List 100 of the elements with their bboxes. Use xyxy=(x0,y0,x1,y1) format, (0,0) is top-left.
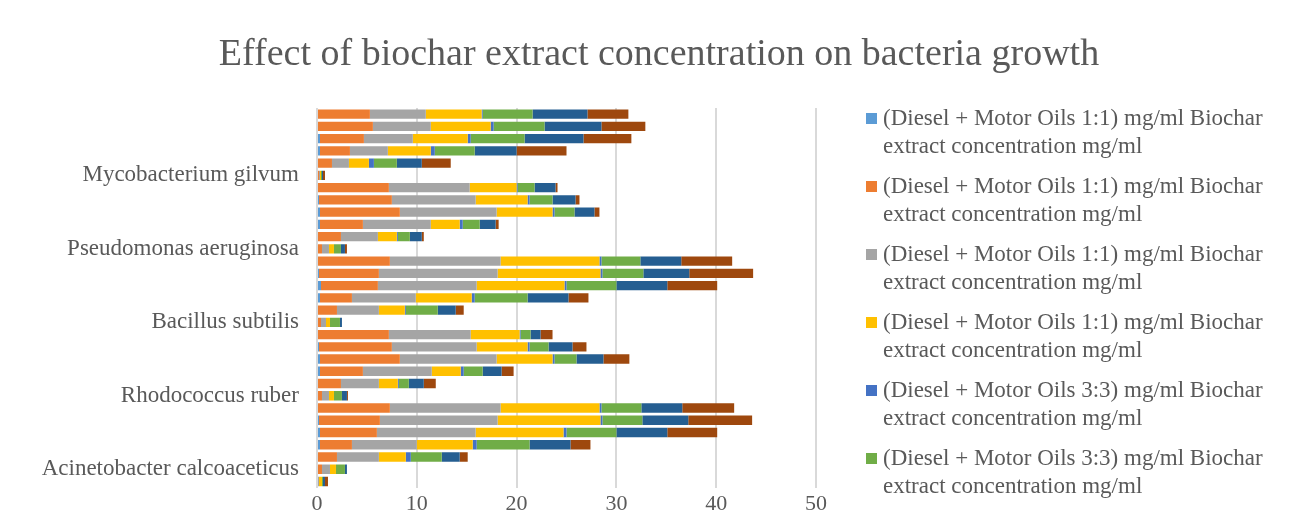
bar xyxy=(437,305,456,315)
bar xyxy=(387,146,431,156)
bar xyxy=(601,121,646,132)
bar xyxy=(497,415,601,425)
bar xyxy=(389,256,501,266)
bar xyxy=(434,146,475,156)
bar xyxy=(320,317,326,327)
bar xyxy=(349,146,388,156)
bar xyxy=(602,415,643,425)
bar xyxy=(689,268,754,278)
bar xyxy=(340,378,379,389)
y-tick-label: Bacillus subtilis xyxy=(151,308,300,334)
bar xyxy=(495,219,499,229)
bar xyxy=(563,427,567,438)
bar xyxy=(333,244,341,254)
bar xyxy=(496,354,553,364)
bar xyxy=(318,391,322,401)
x-tick-label: 0 xyxy=(311,489,323,515)
y-tick-label: Pseudomonas aeruginosa xyxy=(67,234,299,260)
y-tick-label: Mycobacterium gilvum xyxy=(82,161,300,187)
bar xyxy=(602,268,644,278)
legend-label: (Diesel + Motor Oils 3:3) mg/ml Biochar extract concentration mg/ml xyxy=(883,444,1264,500)
bar xyxy=(319,427,377,438)
bar xyxy=(471,293,475,303)
bar xyxy=(318,305,337,315)
bar xyxy=(460,366,464,376)
bar xyxy=(641,403,683,413)
bar xyxy=(344,464,347,474)
bar xyxy=(575,195,580,205)
bar xyxy=(576,354,604,364)
bar xyxy=(318,182,389,193)
bar xyxy=(500,403,600,413)
bar xyxy=(594,207,600,217)
bar xyxy=(362,219,431,229)
bar xyxy=(603,354,630,364)
legend-label: (Diesel + Motor Oils 1:1) mg/ml Biochar extract concentration mg/ml xyxy=(883,104,1264,160)
bar xyxy=(554,354,577,364)
bar xyxy=(421,231,424,242)
bar xyxy=(688,415,753,425)
bar xyxy=(474,293,528,303)
bar xyxy=(348,158,369,168)
bar xyxy=(527,293,569,303)
bar xyxy=(516,146,567,156)
bar xyxy=(640,256,682,266)
bar xyxy=(534,182,556,193)
bar xyxy=(318,403,390,413)
bar xyxy=(474,146,517,156)
bar xyxy=(493,121,545,132)
bar xyxy=(601,256,641,266)
x-tick-label: 10 xyxy=(405,489,428,515)
bar xyxy=(600,268,603,278)
bar xyxy=(568,293,589,303)
bar xyxy=(336,305,379,315)
bar xyxy=(667,427,718,438)
bar xyxy=(391,342,477,352)
bar xyxy=(378,268,498,278)
bar xyxy=(318,317,321,327)
bar xyxy=(517,182,535,193)
bar xyxy=(318,378,341,389)
bar xyxy=(325,317,330,327)
bar xyxy=(318,329,389,340)
bar xyxy=(490,121,494,132)
bar xyxy=(587,109,629,119)
bar xyxy=(599,256,602,266)
bar xyxy=(372,121,431,132)
bar xyxy=(328,391,334,401)
bar xyxy=(566,280,617,291)
bar xyxy=(320,280,378,291)
bar xyxy=(476,280,565,291)
bar xyxy=(378,378,398,389)
bar xyxy=(398,378,409,389)
bar xyxy=(643,268,690,278)
x-tick-label: 20 xyxy=(505,489,528,515)
bar xyxy=(430,121,491,132)
bar xyxy=(344,244,347,254)
bar xyxy=(548,342,573,352)
bar xyxy=(472,440,477,450)
bar xyxy=(399,354,497,364)
bar xyxy=(319,342,392,352)
y-tick-label: Acinetobacter calcoaceticus xyxy=(41,455,300,481)
bar xyxy=(600,415,603,425)
bar xyxy=(340,244,345,254)
bar xyxy=(376,427,476,438)
bar xyxy=(318,158,332,168)
bar xyxy=(524,133,584,144)
bar xyxy=(318,256,390,266)
bar xyxy=(318,464,322,474)
bar xyxy=(570,440,591,450)
bar xyxy=(405,305,438,315)
bar xyxy=(476,440,530,450)
bar xyxy=(409,231,422,242)
bar xyxy=(339,317,342,327)
bar xyxy=(501,366,514,376)
bar xyxy=(329,464,336,474)
bar xyxy=(470,133,525,144)
bar xyxy=(341,391,347,401)
bar xyxy=(500,256,600,266)
bar xyxy=(476,342,528,352)
chart-title: Effect of biochar extract concentration on bacteria growth xyxy=(217,30,1101,74)
bar xyxy=(462,219,480,229)
